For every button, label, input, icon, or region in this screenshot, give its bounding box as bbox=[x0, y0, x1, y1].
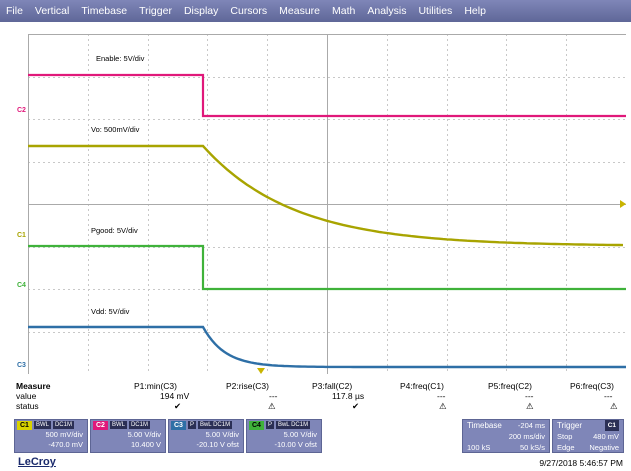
c4-offset: -10.00 V ofst bbox=[274, 440, 317, 449]
trigger-box[interactable]: Trigger C1 Stop 480 mV Edge Negative bbox=[552, 419, 624, 453]
c2-bwl-icon: BWL bbox=[109, 421, 127, 429]
param-p1-status-icon: ✔ bbox=[174, 401, 182, 411]
c4-probe-icon: P bbox=[265, 421, 274, 429]
c4-coupling: BwL DC1M bbox=[275, 421, 311, 429]
c4-scale: 5.00 V/div bbox=[283, 430, 317, 439]
param-p2-name[interactable]: P2:rise(C3) bbox=[226, 381, 269, 391]
trace-c2-enable bbox=[28, 73, 626, 118]
param-p4-status-icon: ⚠ bbox=[439, 401, 447, 411]
label-vo: Vo: 500mV/div bbox=[91, 125, 140, 134]
param-p4-value: --- bbox=[437, 391, 446, 401]
param-p5-name[interactable]: P5:freq(C2) bbox=[488, 381, 532, 391]
c3-offset: -20.10 V ofst bbox=[196, 440, 239, 449]
measure-title: Measure bbox=[16, 381, 51, 391]
channel-box-c3[interactable]: C3 P BwL DC1M 5.00 V/div -20.10 V ofst bbox=[168, 419, 244, 453]
menu-bar: File Vertical Timebase Trigger Display C… bbox=[0, 0, 631, 22]
menu-timebase[interactable]: Timebase bbox=[81, 5, 128, 17]
param-p2-status-icon: ⚠ bbox=[268, 401, 276, 411]
c3-scale: 5.00 V/div bbox=[205, 430, 239, 439]
c2-scale: 5.00 V/div bbox=[127, 430, 161, 439]
measure-table: Measure P1:min(C3) P2:rise(C3) P3:fall(C… bbox=[14, 381, 624, 411]
timebase-box[interactable]: Timebase -204 ms 200 ms/div 100 kS 50 kS… bbox=[462, 419, 550, 453]
timebase-samples: 100 kS bbox=[467, 443, 491, 452]
timebase-rate: 50 kS/s bbox=[519, 443, 545, 452]
c4-tag: C4 bbox=[249, 420, 264, 430]
trace-c1-vo bbox=[28, 144, 624, 247]
label-vdd: Vdd: 5V/div bbox=[91, 307, 130, 316]
channel-box-c1[interactable]: C1 BWL DC1M 500 mV/div -470.0 mV bbox=[14, 419, 88, 453]
c3-probe-icon: P bbox=[187, 421, 196, 429]
c3-marker[interactable]: C3 bbox=[17, 362, 26, 369]
trace-c3-vdd bbox=[28, 325, 626, 369]
measure-value-label: value bbox=[16, 391, 37, 401]
param-p6-status-icon: ⚠ bbox=[610, 401, 618, 411]
menu-utilities[interactable]: Utilities bbox=[418, 5, 453, 17]
c1-coupling: DC1M bbox=[52, 421, 74, 429]
c1-offset: -470.0 mV bbox=[48, 440, 83, 449]
c1-tag: C1 bbox=[17, 420, 32, 430]
channel-box-c2[interactable]: C2 BWL DC1M 5.00 V/div 10.400 V bbox=[90, 419, 166, 453]
menu-analysis[interactable]: Analysis bbox=[367, 5, 407, 17]
c2-coupling: DC1M bbox=[128, 421, 150, 429]
menu-file[interactable]: File bbox=[6, 5, 23, 17]
timestamp: 9/27/2018 5:46:57 PM bbox=[539, 458, 623, 468]
param-p3-value: 117.8 µs bbox=[332, 391, 365, 401]
menu-cursors[interactable]: Cursors bbox=[230, 5, 268, 17]
trace-c4-pgood bbox=[28, 244, 626, 291]
trigger-slope: Negative bbox=[589, 443, 619, 452]
param-p2-value: --- bbox=[269, 391, 278, 401]
c2-offset: 10.400 V bbox=[130, 440, 161, 449]
menu-vertical[interactable]: Vertical bbox=[34, 5, 70, 17]
param-p5-value: --- bbox=[525, 391, 534, 401]
trigger-level-marker bbox=[620, 200, 626, 208]
menu-math[interactable]: Math bbox=[332, 5, 356, 17]
label-pgood: Pgood: 5V/div bbox=[91, 226, 138, 235]
c3-tag: C3 bbox=[171, 420, 186, 430]
label-enable: Enable: 5V/div bbox=[96, 54, 145, 63]
param-p6-name[interactable]: P6:freq(C3) bbox=[570, 381, 614, 391]
trigger-source-tag: C1 bbox=[604, 420, 619, 431]
trigger-marker bbox=[257, 368, 265, 374]
lecroy-logo: LeCroy bbox=[18, 456, 56, 468]
measure-status-label: status bbox=[16, 401, 39, 411]
waveform-display[interactable]: Enable: 5V/div Vo: 500mV/div Pgood: 5V/d… bbox=[28, 34, 626, 374]
param-p5-status-icon: ⚠ bbox=[526, 401, 534, 411]
c2-tag: C2 bbox=[93, 420, 108, 430]
timebase-per-div: 200 ms/div bbox=[508, 432, 545, 441]
trigger-title: Trigger bbox=[557, 421, 583, 430]
channel-box-c4[interactable]: C4 P BwL DC1M 5.00 V/div -10.00 V ofst bbox=[246, 419, 322, 453]
c3-coupling: BwL DC1M bbox=[197, 421, 233, 429]
c2-marker[interactable]: C2 bbox=[17, 107, 26, 114]
trigger-level: 480 mV bbox=[593, 432, 619, 441]
timebase-title: Timebase bbox=[467, 421, 502, 430]
c4-marker[interactable]: C4 bbox=[17, 282, 26, 289]
c1-scale: 500 mV/div bbox=[45, 430, 83, 439]
c1-marker[interactable]: C1 bbox=[17, 232, 26, 239]
param-p1-name[interactable]: P1:min(C3) bbox=[134, 381, 177, 391]
menu-measure[interactable]: Measure bbox=[279, 5, 321, 17]
trigger-mode: Stop bbox=[557, 432, 573, 441]
menu-help[interactable]: Help bbox=[464, 5, 486, 17]
param-p1-value: 194 mV bbox=[160, 391, 190, 401]
param-p6-value: --- bbox=[604, 391, 613, 401]
timebase-delay: -204 ms bbox=[517, 421, 545, 430]
menu-display[interactable]: Display bbox=[183, 5, 219, 17]
menu-trigger[interactable]: Trigger bbox=[139, 5, 172, 17]
param-p4-name[interactable]: P4:freq(C1) bbox=[400, 381, 444, 391]
param-p3-name[interactable]: P3:fall(C2) bbox=[312, 381, 353, 391]
trigger-type: Edge bbox=[557, 443, 575, 452]
c1-bwl-icon: BWL bbox=[33, 421, 51, 429]
param-p3-status-icon: ✔ bbox=[352, 401, 360, 411]
waveform-grid bbox=[28, 34, 626, 374]
